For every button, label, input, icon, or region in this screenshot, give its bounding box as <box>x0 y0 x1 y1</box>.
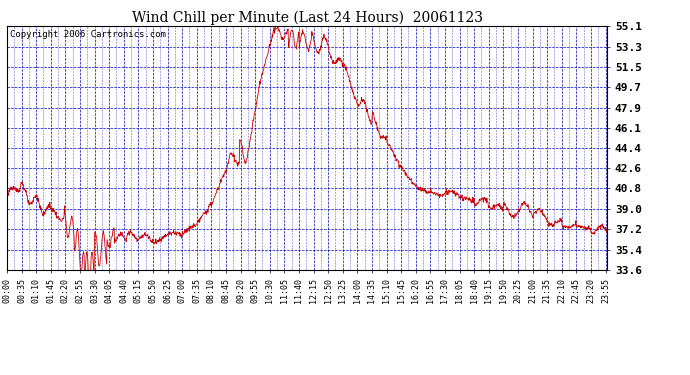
Title: Wind Chill per Minute (Last 24 Hours)  20061123: Wind Chill per Minute (Last 24 Hours) 20… <box>132 11 482 25</box>
Text: Copyright 2006 Cartronics.com: Copyright 2006 Cartronics.com <box>10 30 166 39</box>
